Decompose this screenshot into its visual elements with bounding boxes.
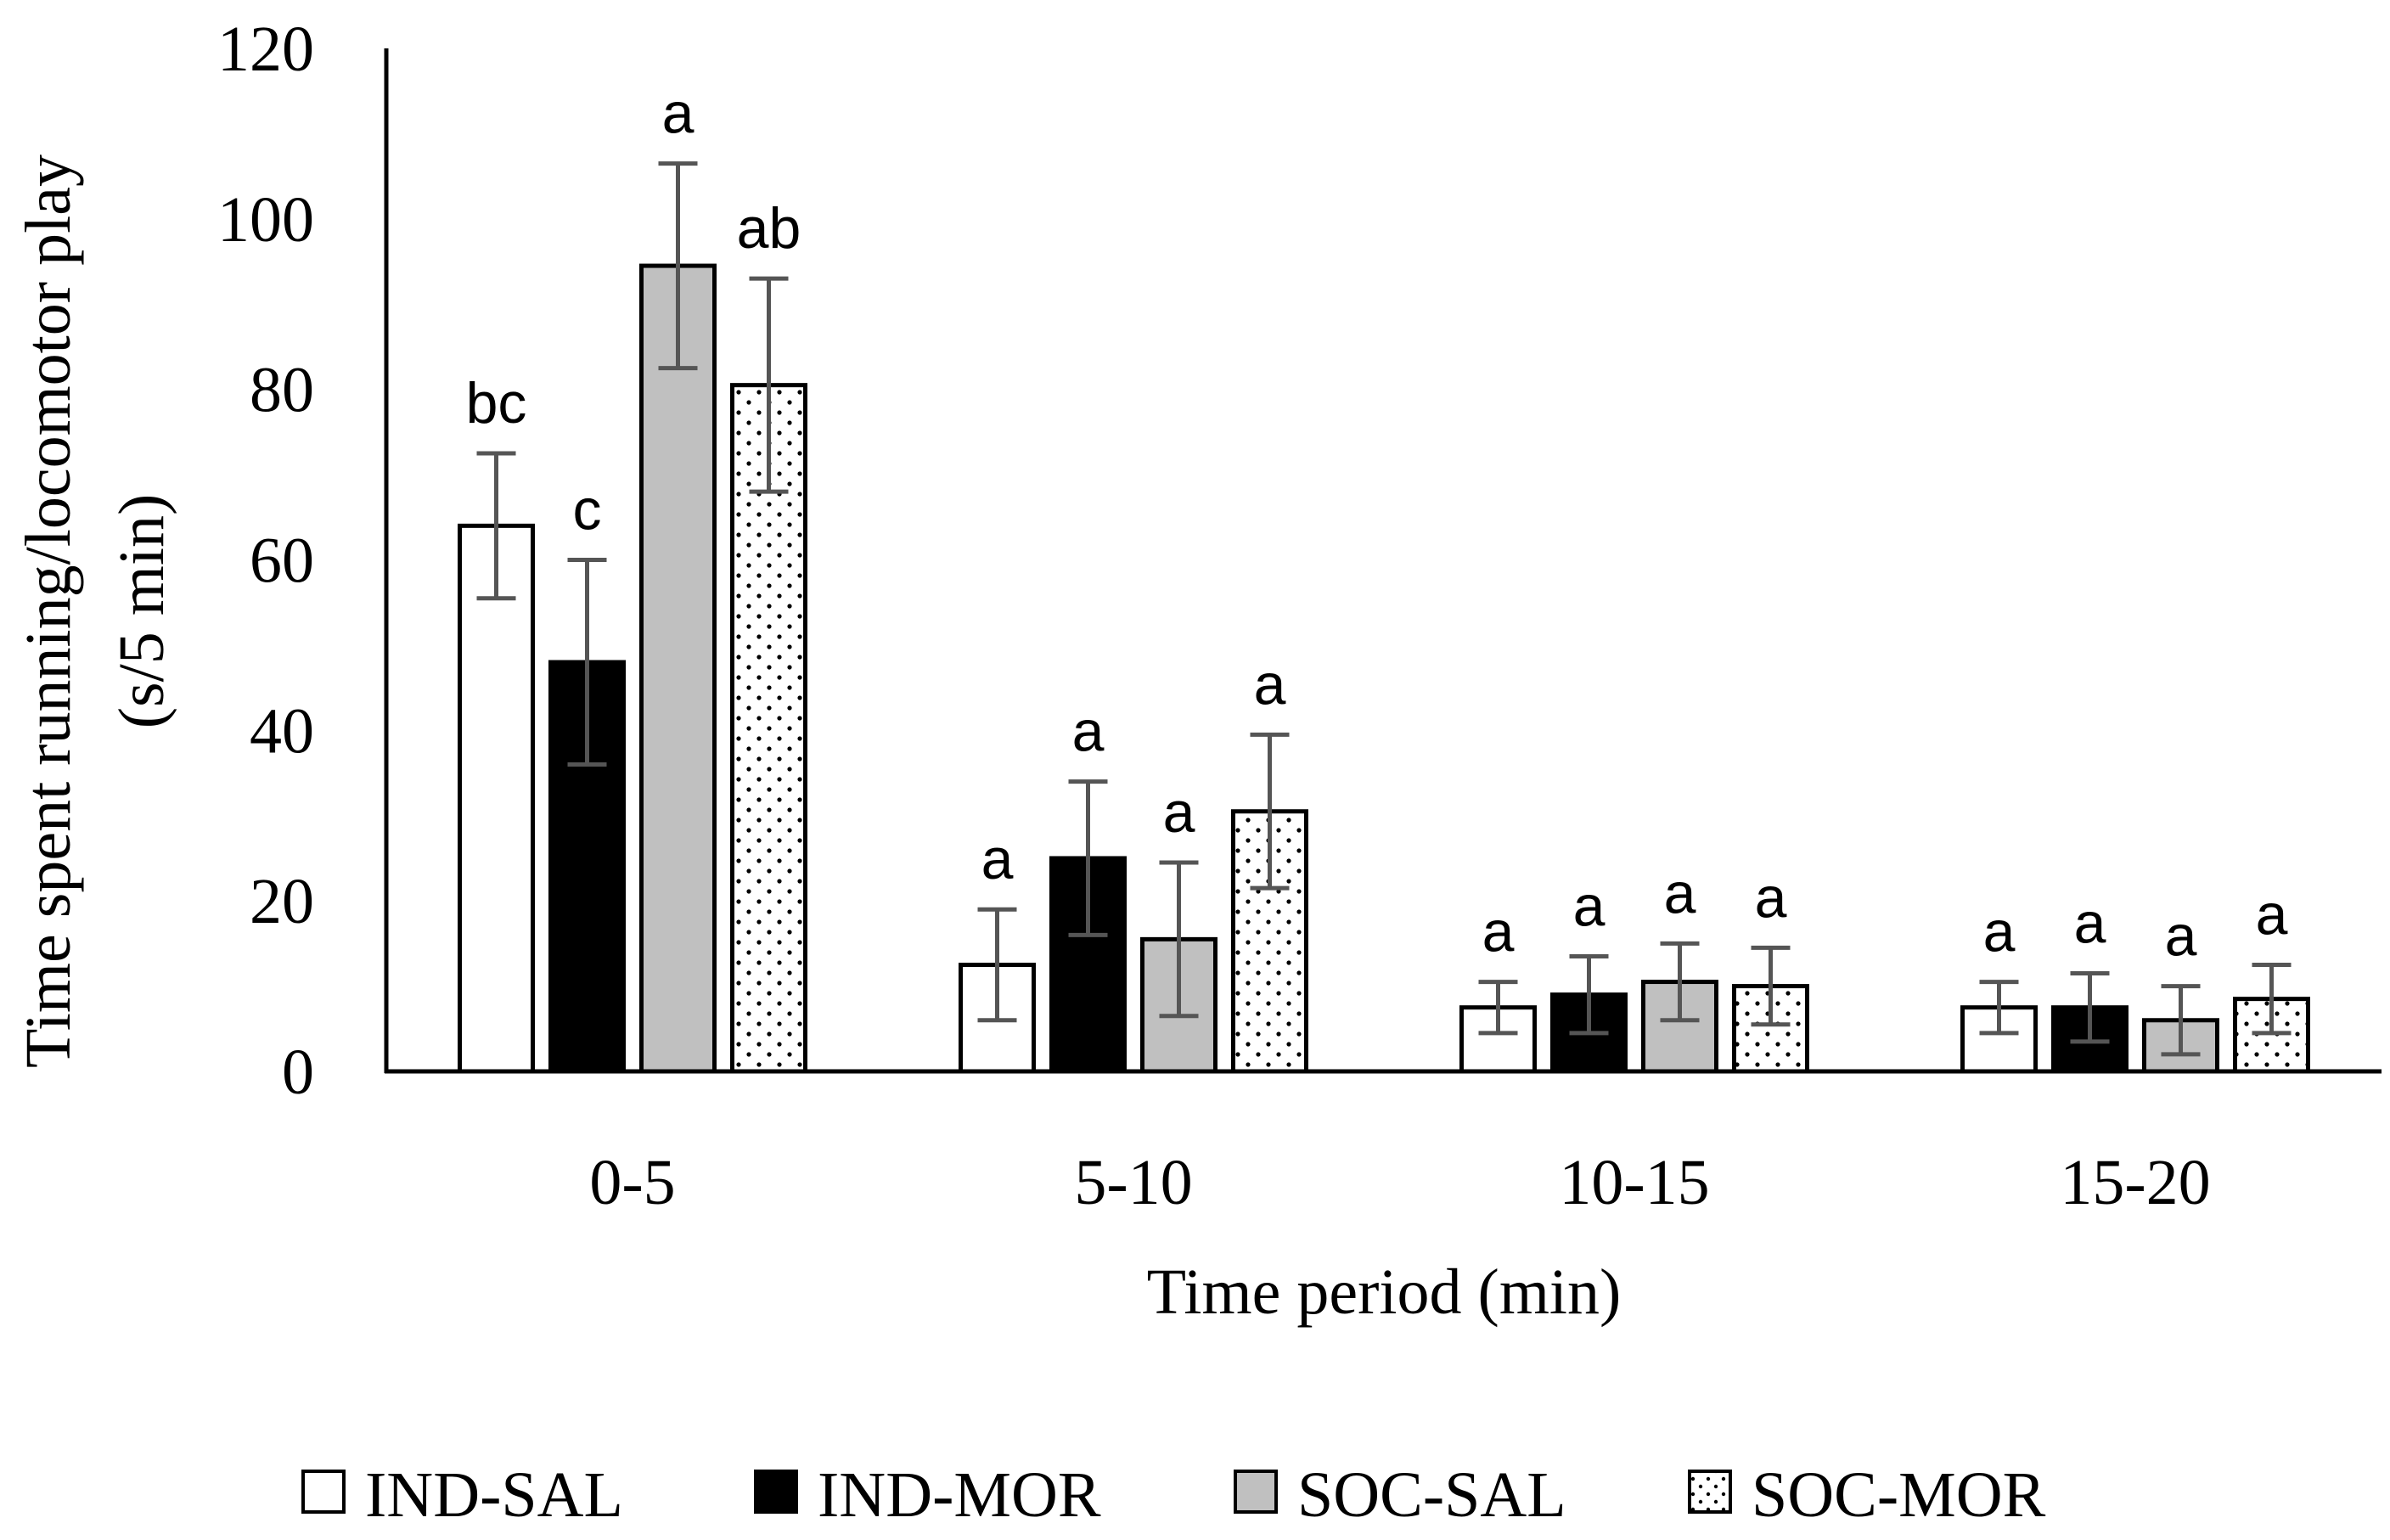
x-tick-label: 10-15 — [1559, 1147, 1709, 1218]
legend-swatch — [1688, 1470, 1732, 1514]
significance-letter: a — [1482, 900, 1515, 964]
error-bar-ind-sal-0-5 — [476, 451, 516, 601]
legend-label: IND-MOR — [818, 1459, 1101, 1531]
error-bar-soc-mor-15-20 — [2252, 962, 2292, 1036]
error-bar-soc-mor-0-5 — [749, 276, 789, 494]
legend-label: SOC-SAL — [1297, 1459, 1566, 1531]
x-tick-label: 15-20 — [2060, 1147, 2210, 1218]
bar-ind-mor-0-5 — [548, 660, 626, 1074]
error-bar-soc-mor-5-10 — [1250, 732, 1290, 891]
legend-item-soc-sal: SOC-SAL — [1234, 1459, 1566, 1531]
axes-layer — [384, 48, 2382, 1074]
y-tick-label: 60 — [250, 526, 314, 597]
error-bar-soc-sal-10-15 — [1660, 941, 1700, 1023]
y-tick-label: 100 — [217, 184, 314, 256]
significance-letter: a — [2074, 891, 2106, 956]
significance-letter: a — [1254, 652, 1286, 717]
error-bar-soc-sal-15-20 — [2161, 984, 2201, 1057]
error-bar-soc-mor-10-15 — [1751, 945, 1791, 1027]
error-bar-ind-mor-0-5 — [567, 558, 607, 767]
error-bar-ind-mor-15-20 — [2070, 971, 2110, 1044]
y-tick-label: 0 — [282, 1037, 314, 1108]
legend-label: IND-SAL — [365, 1459, 623, 1531]
error-bar-ind-mor-10-15 — [1569, 953, 1609, 1036]
y-tick-label: 40 — [250, 695, 314, 767]
significance-letter: a — [1755, 865, 1787, 930]
y-axis-title: Time spent running/locomotor play (s/5 m… — [13, 155, 177, 1068]
legend-swatch — [754, 1470, 798, 1514]
error-bars-layer — [476, 161, 2292, 1057]
legend-swatch — [301, 1470, 346, 1514]
significance-letter: c — [573, 478, 602, 542]
bar-soc-mor-0-5 — [730, 383, 807, 1074]
y-axis-ticks: 0 20 40 60 80 100 120 — [217, 14, 314, 1108]
error-bar-ind-sal-15-20 — [1979, 980, 2019, 1036]
y-tick-label: 120 — [217, 14, 314, 85]
significance-letter: bc — [466, 371, 527, 436]
significance-letter: a — [2165, 904, 2197, 969]
legend-swatch — [1234, 1470, 1278, 1514]
x-axis-title: Time period (min) — [1147, 1256, 1622, 1328]
error-bar-soc-sal-0-5 — [658, 161, 698, 371]
significance-letter: a — [1163, 780, 1195, 845]
legend: IND-SAL IND-MOR SOC-SAL SOC-MOR — [301, 1459, 2046, 1531]
y-tick-label: 80 — [250, 355, 314, 426]
x-tick-label: 0-5 — [589, 1147, 675, 1218]
significance-letter: ab — [737, 196, 801, 261]
x-tick-label: 5-10 — [1074, 1147, 1192, 1218]
legend-item-ind-sal: IND-SAL — [301, 1459, 623, 1531]
significance-letter: a — [1072, 700, 1105, 764]
bar-ind-sal-0-5 — [458, 523, 535, 1074]
significance-letter: a — [1573, 874, 1606, 938]
legend-item-ind-mor: IND-MOR — [754, 1459, 1101, 1531]
bars-layer — [458, 263, 2310, 1074]
legend-label: SOC-MOR — [1752, 1459, 2046, 1531]
significance-letter: a — [1983, 900, 2016, 964]
significance-letter: a — [981, 827, 1014, 891]
y-tick-label: 20 — [250, 866, 314, 937]
x-axis-category-labels: 0-5 5-10 10-15 15-20 — [589, 1147, 2210, 1218]
bar-soc-sal-0-5 — [639, 263, 717, 1074]
error-bar-ind-mor-5-10 — [1068, 779, 1108, 937]
significance-letter: a — [1664, 861, 1696, 925]
error-bar-ind-sal-10-15 — [1478, 980, 1518, 1036]
error-bar-soc-sal-5-10 — [1159, 860, 1199, 1019]
y-axis-title-line2: (s/5 min) — [106, 494, 177, 729]
error-bar-ind-sal-5-10 — [977, 907, 1017, 1023]
significance-letter: a — [2256, 882, 2288, 947]
y-axis-title-line1: Time spent running/locomotor play — [13, 155, 84, 1068]
significance-letter: a — [662, 81, 695, 146]
legend-item-soc-mor: SOC-MOR — [1688, 1459, 2046, 1531]
